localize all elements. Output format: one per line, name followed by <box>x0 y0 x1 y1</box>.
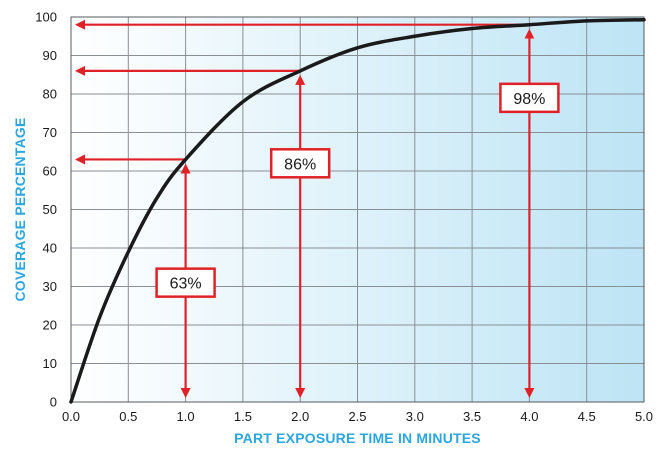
tick-labels: 0.0 0.5 1.0 1.5 2.0 2.5 3.0 3.5 4.0 4.5 5.0 0 10 20 30… <box>35 10 653 425</box>
callout-label: 86% <box>284 156 316 173</box>
y-tick-label: 60 <box>43 164 57 179</box>
plot-frame <box>70 16 645 403</box>
x-tick-label: 0.5 <box>119 409 137 424</box>
y-tick-label: 20 <box>43 318 57 333</box>
callout-box <box>269 148 331 179</box>
series-layer <box>69 17 646 404</box>
y-tick-label: 80 <box>43 87 57 102</box>
x-tick-label: 2.5 <box>348 409 366 424</box>
y-tick-label: 30 <box>43 279 57 294</box>
y-axis-title: COVERAGE PERCENTAGE <box>12 117 28 301</box>
callout-box <box>155 267 216 298</box>
x-tick-label: 3.0 <box>406 409 424 424</box>
y-tick-label: 100 <box>35 10 57 25</box>
callout-label: 98% <box>513 91 545 108</box>
x-tick-label: 4.0 <box>520 409 538 424</box>
x-axis-title: PART EXPOSURE TIME IN MINUTES <box>234 430 481 446</box>
y-tick-label: 90 <box>43 48 57 63</box>
x-tick-label: 0.0 <box>62 409 80 424</box>
y-tick-label: 40 <box>43 241 57 256</box>
annotation-callouts: 63% 86% 98% <box>155 82 560 298</box>
x-tick-label: 3.5 <box>463 409 481 424</box>
x-tick-label: 1.5 <box>234 409 252 424</box>
x-tick-label: 4.5 <box>578 409 596 424</box>
x-tick-label: 2.0 <box>291 409 309 424</box>
x-tick-label: 5.0 <box>635 409 653 424</box>
y-tick-label: 0 <box>50 395 57 410</box>
callout-label: 63% <box>170 276 202 293</box>
y-tick-label: 70 <box>43 125 57 140</box>
y-tick-label: 50 <box>43 202 57 217</box>
callout-box <box>499 82 560 114</box>
x-tick-label: 1.0 <box>177 409 195 424</box>
coverage-curve <box>69 17 646 404</box>
y-tick-label: 10 <box>43 356 57 371</box>
